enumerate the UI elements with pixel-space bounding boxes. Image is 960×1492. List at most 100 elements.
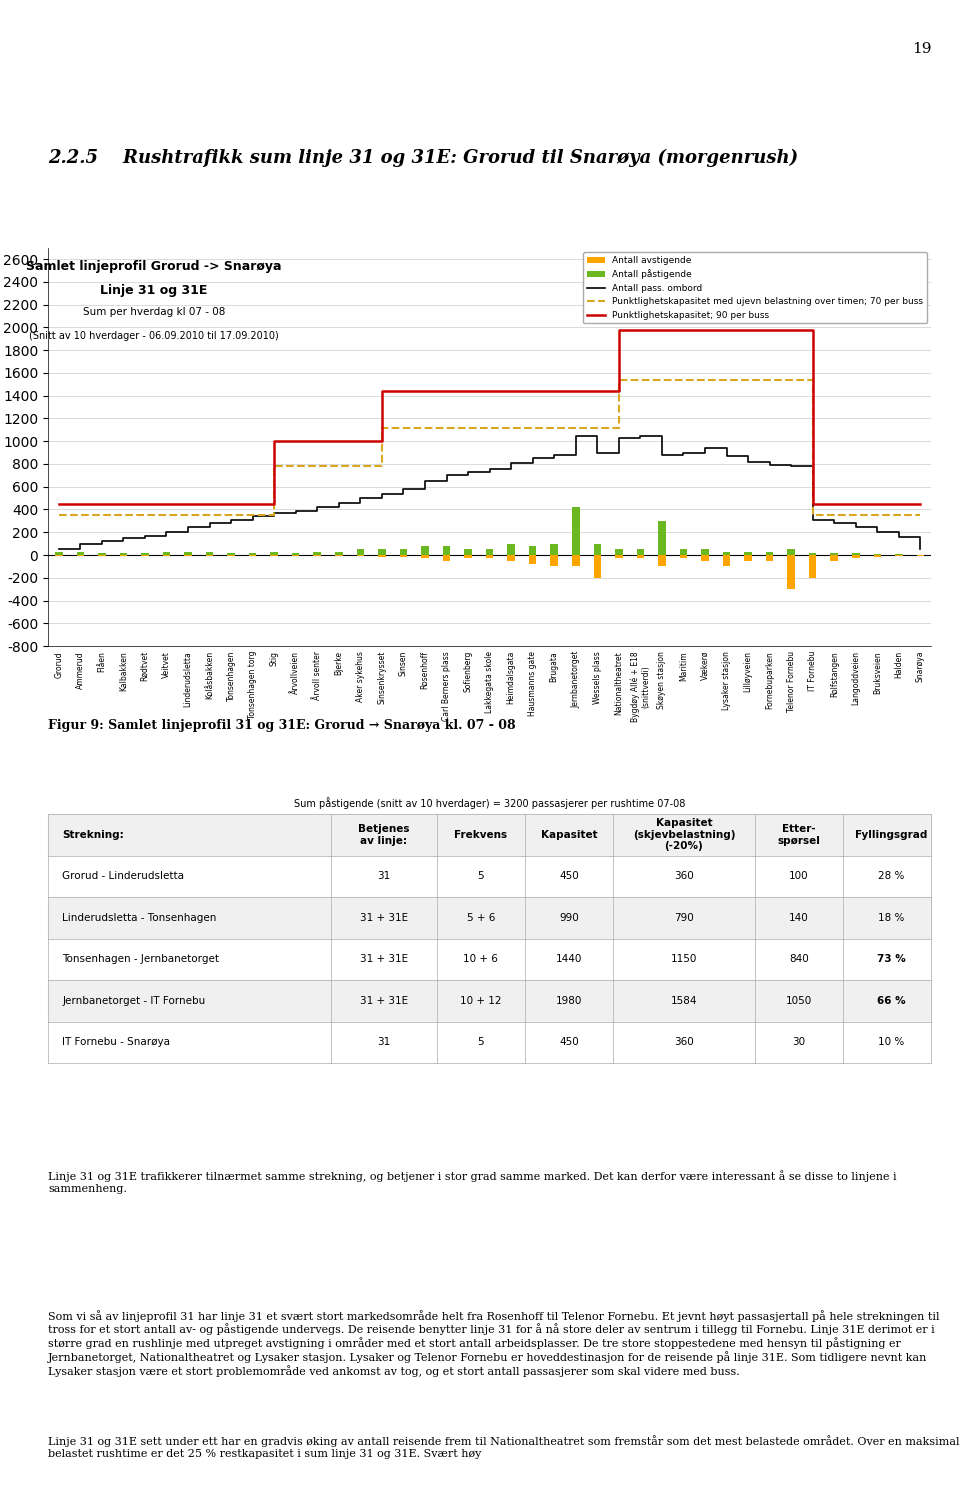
Text: 1050: 1050 [785, 995, 812, 1006]
Text: Figur 9: Samlet linjeprofil 31 og 31E: Grorud → Snarøya kl. 07 - 08: Figur 9: Samlet linjeprofil 31 og 31E: G… [48, 719, 516, 733]
Bar [98, 552, 106, 555]
Bar [615, 555, 623, 558]
Bar [378, 555, 386, 558]
Bar [162, 552, 170, 555]
Bar [766, 555, 774, 561]
Text: 31 + 31E: 31 + 31E [360, 955, 408, 964]
Bar [852, 555, 859, 558]
Bar [443, 555, 450, 561]
Bar [852, 552, 859, 555]
Bar [723, 552, 731, 555]
Text: Frekvens: Frekvens [454, 830, 507, 840]
Text: Linderudsletta - Tonsenhagen: Linderudsletta - Tonsenhagen [62, 913, 217, 924]
Bar [636, 555, 644, 558]
Bar [205, 552, 213, 555]
Bar [572, 555, 580, 567]
Bar [529, 546, 537, 555]
Text: Som vi så av linjeprofil 31 har linje 31 et svært stort markedsområde helt fra R: Som vi så av linjeprofil 31 har linje 31… [48, 1310, 940, 1377]
Bar [529, 555, 537, 564]
Text: 28 %: 28 % [878, 871, 904, 882]
Text: 450: 450 [560, 871, 579, 882]
Bar [659, 521, 665, 555]
Text: 10 + 6: 10 + 6 [464, 955, 498, 964]
Bar [680, 555, 687, 558]
Bar [486, 555, 493, 558]
Text: 10 %: 10 % [878, 1037, 904, 1047]
Text: 19: 19 [912, 42, 931, 55]
Bar [615, 549, 623, 555]
Bar [787, 549, 795, 555]
Text: 1980: 1980 [556, 995, 583, 1006]
Text: 31: 31 [377, 871, 391, 882]
Text: Strekning:: Strekning: [62, 830, 124, 840]
Text: Jernbanetorget - IT Fornebu: Jernbanetorget - IT Fornebu [62, 995, 205, 1006]
Text: (Snitt av 10 hverdager - 06.09.2010 til 17.09.2010): (Snitt av 10 hverdager - 06.09.2010 til … [29, 331, 278, 342]
Bar [508, 555, 515, 561]
Bar [465, 549, 471, 555]
Text: Etter-
spørsel: Etter- spørsel [778, 824, 820, 846]
Bar [399, 555, 407, 558]
Text: Tonsenhagen - Jernbanetorget: Tonsenhagen - Jernbanetorget [62, 955, 219, 964]
Bar [701, 549, 708, 555]
Text: Kapasitet: Kapasitet [540, 830, 597, 840]
Bar [572, 507, 580, 555]
Legend: Antall avstigende, Antall påstigende, Antall pass. ombord, Punktlighetskapasitet: Antall avstigende, Antall påstigende, An… [583, 252, 926, 324]
Text: 1440: 1440 [556, 955, 583, 964]
Bar [48, 815, 931, 855]
Bar [830, 552, 838, 555]
Text: Sum per hverdag kl 07 - 08: Sum per hverdag kl 07 - 08 [83, 307, 226, 318]
Bar [550, 555, 558, 567]
Bar [723, 555, 731, 567]
Text: IT Fornebu - Snarøya: IT Fornebu - Snarøya [62, 1037, 170, 1047]
Bar [48, 980, 931, 1022]
Bar [55, 552, 62, 555]
Text: 990: 990 [560, 913, 579, 924]
Bar [292, 552, 300, 555]
Text: Fyllingsgrad: Fyllingsgrad [855, 830, 927, 840]
Bar [701, 555, 708, 561]
Text: 5 + 6: 5 + 6 [467, 913, 495, 924]
Bar [378, 549, 386, 555]
Bar [744, 552, 752, 555]
Bar [141, 554, 149, 555]
Bar [120, 552, 127, 555]
Bar [508, 543, 515, 555]
Text: 450: 450 [560, 1037, 579, 1047]
Bar [809, 552, 817, 555]
Bar [680, 549, 687, 555]
Text: Sum påstigende (snitt av 10 hverdager) = 3200 passasjerer per rushtime 07-08: Sum påstigende (snitt av 10 hverdager) =… [294, 797, 685, 809]
Text: 31 + 31E: 31 + 31E [360, 995, 408, 1006]
Text: 5: 5 [477, 871, 484, 882]
Bar [421, 555, 429, 558]
Text: Grorud - Linderudsletta: Grorud - Linderudsletta [62, 871, 184, 882]
Bar [809, 555, 817, 577]
Bar [228, 552, 235, 555]
Text: 140: 140 [789, 913, 808, 924]
Text: 66 %: 66 % [877, 995, 906, 1006]
Bar [443, 546, 450, 555]
Bar [335, 552, 343, 555]
Bar [77, 552, 84, 555]
Bar [356, 549, 364, 555]
Bar [249, 552, 256, 555]
Bar [399, 549, 407, 555]
Bar [830, 555, 838, 561]
Text: Betjenes
av linje:: Betjenes av linje: [358, 824, 409, 846]
Text: 10 + 12: 10 + 12 [460, 995, 501, 1006]
Text: Linje 31 og 31E: Linje 31 og 31E [100, 283, 207, 297]
Bar [486, 549, 493, 555]
Bar [744, 555, 752, 561]
Text: 360: 360 [674, 1037, 694, 1047]
Text: Samlet linjeprofil Grorud -> Snarøya: Samlet linjeprofil Grorud -> Snarøya [26, 260, 281, 273]
Text: 100: 100 [789, 871, 808, 882]
Text: 1150: 1150 [671, 955, 697, 964]
Text: 1584: 1584 [671, 995, 697, 1006]
Text: 360: 360 [674, 871, 694, 882]
Text: 31 + 31E: 31 + 31E [360, 913, 408, 924]
Bar [314, 552, 321, 555]
Text: 840: 840 [789, 955, 808, 964]
Bar [421, 546, 429, 555]
Bar [271, 552, 278, 555]
Bar [874, 555, 881, 558]
Bar [48, 938, 931, 980]
